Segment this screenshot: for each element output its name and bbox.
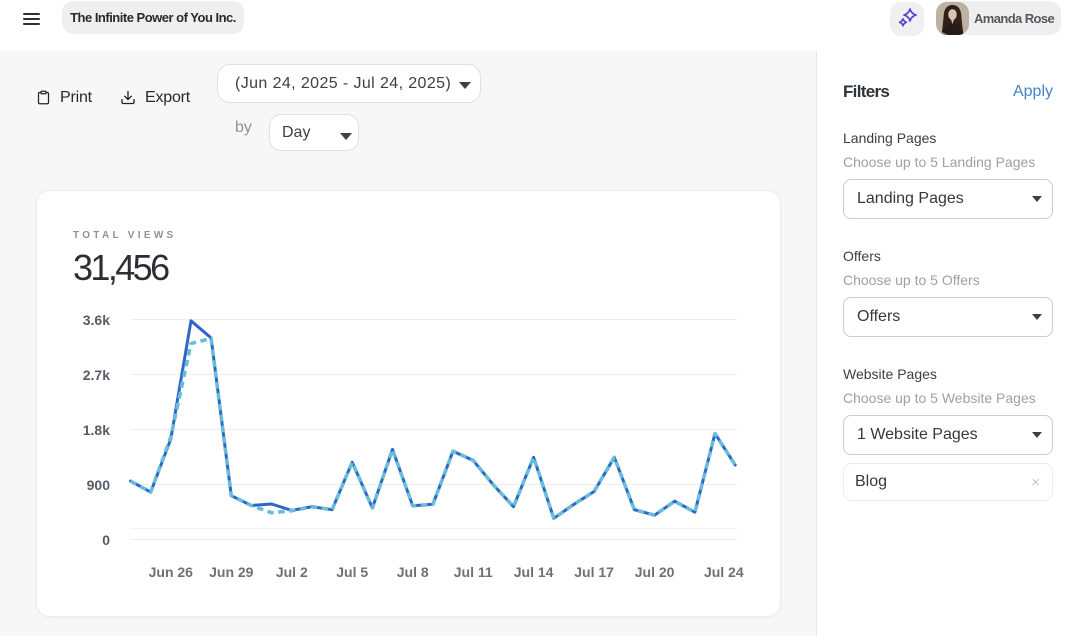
svg-text:Jul 24: Jul 24 — [704, 564, 744, 580]
svg-text:Jul 14: Jul 14 — [514, 564, 554, 580]
svg-text:0: 0 — [102, 532, 110, 548]
svg-text:1.8k: 1.8k — [83, 422, 110, 438]
svg-text:Jul 5: Jul 5 — [336, 564, 368, 580]
svg-text:Jul 17: Jul 17 — [574, 564, 614, 580]
svg-text:Jul 11: Jul 11 — [454, 564, 493, 580]
svg-text:3.6k: 3.6k — [83, 312, 110, 328]
svg-text:2.7k: 2.7k — [83, 367, 110, 383]
svg-text:Jun 29: Jun 29 — [209, 564, 254, 580]
svg-text:Jun 26: Jun 26 — [149, 564, 194, 580]
svg-text:Jul 2: Jul 2 — [276, 564, 308, 580]
svg-text:Jul 20: Jul 20 — [635, 564, 675, 580]
svg-text:900: 900 — [87, 477, 111, 493]
svg-text:Jul 8: Jul 8 — [397, 564, 429, 580]
